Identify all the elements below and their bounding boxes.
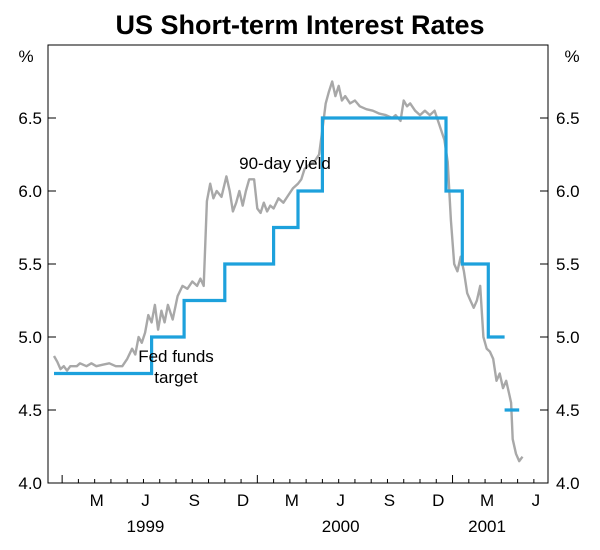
series-label-fed-funds-target: target — [154, 368, 198, 387]
x-tick-label: D — [237, 491, 249, 510]
y-tick-label-left: 5.5 — [18, 255, 42, 274]
series-fed-funds-target-line — [54, 116, 520, 412]
y-tick-label-right: 5.0 — [556, 328, 580, 347]
series-layer — [52, 80, 524, 463]
y-tick-label-left: 4.0 — [18, 474, 42, 493]
y-tick-label-left: 4.5 — [18, 401, 42, 420]
y-tick-label-right: 4.0 — [556, 474, 580, 493]
y-tick-label-left: 5.0 — [18, 328, 42, 347]
x-year-label: 1999 — [127, 517, 165, 536]
x-axis-ticks: M J S D M J S D M J 1999 2000 2001 — [61, 475, 541, 536]
y-axis-unit-left: % — [18, 47, 33, 66]
y-tick-label-right: 4.5 — [556, 401, 580, 420]
x-tick-label: J — [141, 491, 150, 510]
x-tick-label: M — [90, 491, 104, 510]
y-tick-label-right: 5.5 — [556, 255, 580, 274]
x-tick-label: M — [480, 491, 494, 510]
x-tick-label: J — [532, 491, 541, 510]
y-axis-unit-right: % — [564, 47, 579, 66]
y-tick-label-right: 6.5 — [556, 109, 580, 128]
x-year-label: 2000 — [322, 517, 360, 536]
chart-title: US Short-term Interest Rates — [115, 10, 484, 40]
y-tick-label-left: 6.0 — [18, 182, 42, 201]
series-labels: 90-day yield Fed funds target — [138, 154, 331, 387]
y-axis-ticks: 4.0 4.0 4.5 4.5 5.0 5.0 5.5 5.5 6.0 6.0 6.5 6.5 — [18, 109, 579, 493]
series-label-90-day-yield: 90-day yield — [239, 154, 331, 173]
series-label-fed-funds-target: Fed funds — [138, 347, 214, 366]
x-tick-label: S — [189, 491, 200, 510]
series-90-day-yield-line — [52, 80, 524, 463]
x-tick-label: J — [336, 491, 345, 510]
y-tick-label-right: 6.0 — [556, 182, 580, 201]
x-tick-label: D — [432, 491, 444, 510]
x-year-label: 2001 — [468, 517, 506, 536]
x-tick-label: S — [384, 491, 395, 510]
x-tick-label: M — [285, 491, 299, 510]
y-tick-label-left: 6.5 — [18, 109, 42, 128]
